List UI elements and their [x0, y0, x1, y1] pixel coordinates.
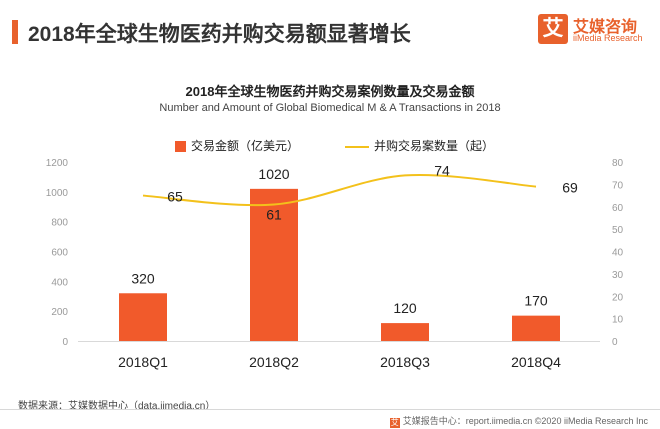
bar-data-label: 120: [393, 300, 417, 316]
y-right-tick-label: 80: [612, 158, 624, 169]
brand-logo: 艾 艾媒咨询 iiMedia Research: [538, 12, 653, 48]
y-right-tick-label: 50: [612, 225, 624, 236]
footer-logo-icon: 艾: [389, 418, 400, 428]
y-left-tick-label: 200: [51, 307, 68, 318]
y-right-tick-label: 0: [612, 337, 618, 348]
logo-icon: 艾: [538, 14, 568, 44]
x-category-label: 2018Q2: [249, 354, 299, 370]
y-left-tick-label: 1200: [46, 158, 69, 169]
legend-item-amount: 交易金额（亿美元）: [175, 138, 315, 154]
x-category-label: 2018Q1: [118, 354, 168, 370]
y-right-tick-label: 20: [612, 292, 624, 303]
line-data-label: 61: [266, 207, 282, 223]
logo-name-en: iiMedia Research: [573, 33, 643, 43]
legend-item-count: 并购交易案数量（起）: [345, 138, 505, 154]
x-category-label: 2018Q3: [380, 354, 430, 370]
chart-title: 2018年全球生物医药并购交易案例数量及交易金额: [185, 84, 475, 99]
title-bar: 2018年全球生物医药并购交易额显著增长: [12, 14, 532, 50]
bar: [250, 188, 298, 341]
y-right-tick-label: 70: [612, 180, 624, 191]
y-right-tick-label: 30: [612, 270, 624, 281]
y-right-tick-label: 60: [612, 203, 624, 214]
bar: [119, 293, 167, 341]
line-data-label: 65: [167, 189, 183, 205]
data-source: 数据来源：艾媒数据中心（data.iimedia.cn）: [18, 401, 216, 412]
x-category-label: 2018Q4: [511, 354, 561, 370]
y-left-tick-label: 400: [51, 277, 68, 288]
line-data-label: 69: [562, 180, 578, 196]
y-left-tick-label: 800: [51, 218, 68, 229]
bar-data-label: 170: [524, 293, 548, 309]
y-left-tick-label: 1000: [46, 188, 69, 199]
y-right-tick-label: 40: [612, 248, 624, 259]
y-left-tick-label: 600: [51, 248, 68, 259]
bar: [512, 315, 560, 341]
legend-swatch-bar: [175, 141, 186, 152]
footer-text: 艾媒报告中心：report.iimedia.cn ©2020 iiMedia R…: [402, 416, 648, 426]
bar: [381, 323, 429, 341]
legend-swatch-line: [345, 146, 369, 148]
legend-label-count: 并购交易案数量（起）: [374, 139, 495, 153]
page-title: 2018年全球生物医药并购交易额显著增长: [28, 23, 411, 46]
count-series-line: [142, 173, 537, 207]
legend-label-amount: 交易金额（亿美元）: [191, 139, 300, 153]
bar-data-label: 320: [131, 270, 155, 286]
bar-data-label: 1020: [258, 166, 289, 182]
y-right-tick-label: 10: [612, 315, 624, 326]
footer-divider: [0, 409, 660, 410]
footer: 艾艾媒报告中心：report.iimedia.cn ©2020 iiMedia …: [389, 414, 648, 428]
chart-subtitle: Number and Amount of Global Biomedical M…: [159, 102, 501, 114]
line-data-label: 74: [434, 162, 450, 178]
y-left-tick-label: 0: [62, 337, 68, 348]
title-accent-bar: [12, 20, 18, 44]
logo-name-cn: 艾媒咨询: [573, 19, 638, 36]
